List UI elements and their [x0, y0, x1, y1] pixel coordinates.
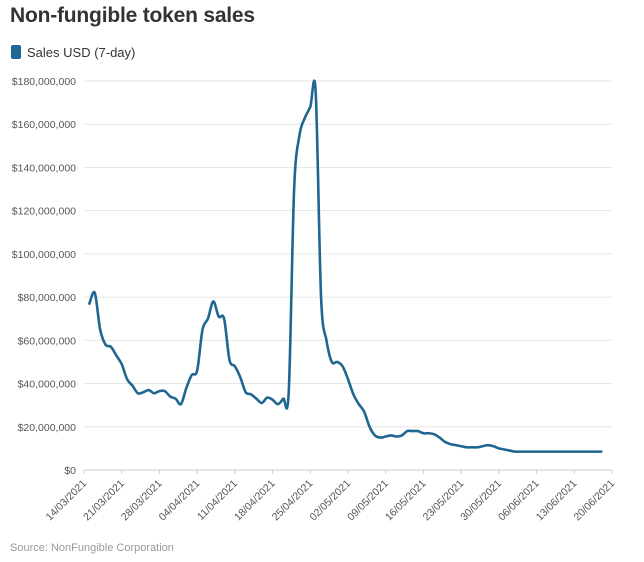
legend-swatch	[11, 45, 21, 59]
y-tick-label: $100,000,000	[12, 249, 76, 261]
line-chart: $0 $20,000,000 $40,000,000 $60,000,000 $80,0…	[12, 76, 617, 523]
y-tick-label: $0	[64, 465, 76, 477]
legend-label: Sales USD (7-day)	[27, 44, 136, 60]
gridlines	[84, 80, 612, 471]
series-line	[88, 79, 603, 454]
chart-legend: Sales USD (7-day)	[11, 43, 135, 61]
y-tick-label: $180,000,000	[12, 76, 76, 88]
y-tick-label: $20,000,000	[18, 422, 77, 434]
y-tick-label: $80,000,000	[18, 292, 77, 304]
y-tick-label: $60,000,000	[18, 335, 77, 347]
x-tick-label: 20/06/2021	[571, 478, 617, 524]
y-tick-label: $140,000,000	[12, 162, 76, 174]
chart-title: Non-fungible token sales	[10, 4, 255, 27]
series-layer	[88, 79, 603, 454]
x-tick-label: 04/04/2021	[157, 478, 203, 524]
y-tick-label: $160,000,000	[12, 119, 76, 131]
source-note: Source: NonFungible Corporation	[10, 542, 174, 554]
y-tick-label: $40,000,000	[18, 379, 77, 391]
x-axis-labels: 14/03/202121/03/202128/03/202104/04/2021…	[43, 470, 617, 523]
y-tick-label: $120,000,000	[12, 206, 76, 218]
y-axis-labels: $0 $20,000,000 $40,000,000 $60,000,000 $80,0…	[12, 76, 76, 477]
